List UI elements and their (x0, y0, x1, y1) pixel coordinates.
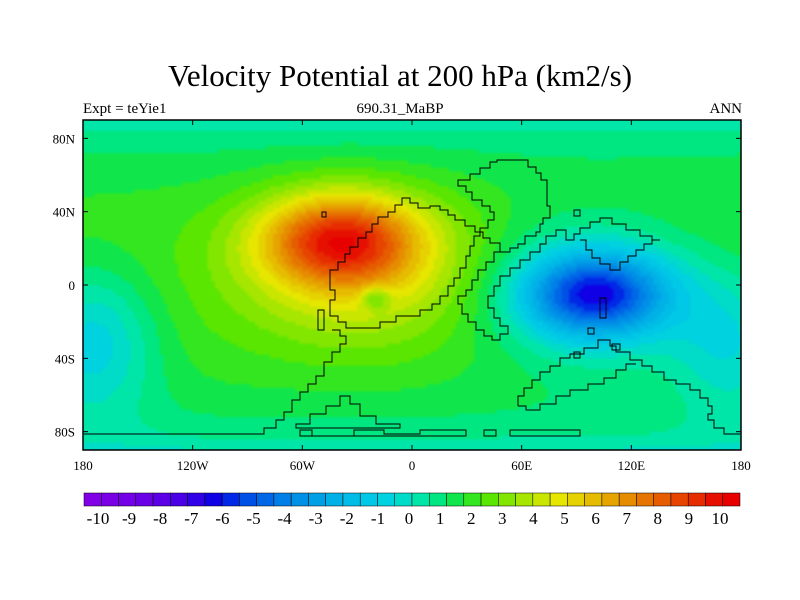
colorbar-label: -4 (278, 509, 293, 528)
colorbar-box (101, 492, 119, 507)
colorbar-box (515, 492, 534, 507)
coastline-maritime (573, 297, 621, 359)
colorbar-label: 1 (436, 509, 445, 528)
colorbar-label: 0 (405, 509, 414, 528)
colorbar-box (377, 492, 395, 507)
colorbar-box (325, 492, 344, 507)
colorbar-label: -7 (184, 509, 199, 528)
colorbar-box (290, 492, 309, 507)
colorbar-label: -10 (87, 509, 110, 528)
x-tick-label: 0 (409, 458, 416, 473)
colorbar-box (549, 492, 568, 507)
colorbar-box (273, 492, 292, 507)
colorbar-box (135, 492, 154, 507)
colorbar-label: -5 (246, 509, 260, 528)
colorbar-box (653, 492, 672, 507)
coastline-americas (321, 159, 551, 329)
colorbar-box (584, 492, 603, 507)
x-tick-label: 60E (511, 458, 532, 473)
colorbar-box (221, 492, 240, 507)
colorbar-box (256, 492, 275, 507)
colorbar-label: -9 (122, 509, 136, 528)
colorbar-label: 5 (560, 509, 569, 528)
colorbar-label: 4 (529, 509, 538, 528)
x-tick-label: 120E (618, 458, 646, 473)
experiment-label: Expt = teYie1 (83, 101, 167, 117)
colorbar-box (170, 492, 188, 507)
plot-title: Velocity Potential at 200 hPa (km2/s) (167, 58, 633, 93)
x-tick-label: 120W (177, 458, 210, 473)
season-label: ANN (709, 101, 743, 117)
colorbar-box (411, 492, 430, 507)
colorbar-box (722, 492, 741, 507)
x-tick-label: 180 (731, 458, 751, 473)
colorbar-box (463, 492, 482, 507)
colorbar-box (687, 492, 706, 507)
colorbar-box (239, 492, 257, 507)
colorbar-box (670, 492, 689, 507)
colorbar-label: -2 (340, 509, 354, 528)
colorbar-label: 9 (685, 509, 694, 528)
colorbar-label: -3 (309, 509, 323, 528)
coastline-europe-africa (457, 217, 660, 341)
colorbar-box (498, 492, 516, 507)
y-tick-label: 80S (55, 425, 75, 440)
colorbar-box (342, 492, 361, 507)
x-axis-ticks: 180 120W 60W 0 60E 120E 180 (73, 120, 751, 473)
velocity-potential-field (83, 120, 741, 450)
coastline-antarctica (295, 395, 581, 437)
colorbar-box (204, 492, 223, 507)
colorbar-label: -6 (215, 509, 229, 528)
coastline-australia (517, 339, 740, 435)
coastline-asia (573, 209, 653, 271)
colorbar-box (446, 492, 465, 507)
coastline-africa-south (518, 363, 636, 411)
colorbar-box (118, 492, 137, 507)
colorbar-label: 6 (591, 509, 600, 528)
colorbar-label: 8 (654, 509, 663, 528)
colorbar-box (636, 492, 654, 507)
colorbar-box (359, 492, 378, 507)
colorbar-box (601, 492, 620, 507)
colorbar-box (187, 492, 206, 507)
contour-field (83, 120, 741, 450)
y-tick-label: 40S (55, 351, 75, 366)
x-tick-label: 180 (73, 458, 93, 473)
colorbar: -10 -9 -8 -7 -6 -5 -4 -3 -2 -1 0 1 2 3 4 5 6 7 8 9 10 (83, 492, 741, 528)
colorbar-label: 3 (498, 509, 507, 528)
colorbar-box (83, 492, 102, 507)
y-tick-label: 0 (69, 278, 76, 293)
colorbar-label: 10 (712, 509, 729, 528)
coastlines (84, 159, 740, 437)
colorbar-box (532, 492, 551, 507)
colorbar-box (394, 492, 413, 507)
time-label: 690.31_MaBP (356, 101, 444, 117)
colorbar-label: -8 (153, 509, 167, 528)
colorbar-box (429, 492, 447, 507)
y-tick-label: 40N (53, 205, 76, 220)
colorbar-box (618, 492, 637, 507)
coastline-south-america (84, 309, 347, 435)
colorbar-box (152, 492, 171, 507)
colorbar-box (480, 492, 499, 507)
colorbar-label: 7 (622, 509, 631, 528)
colorbar-label: -1 (371, 509, 385, 528)
x-tick-label: 60W (290, 458, 316, 473)
colorbar-box (308, 492, 326, 507)
colorbar-box (567, 492, 585, 507)
colorbar-box (705, 492, 723, 507)
colorbar-label: 2 (467, 509, 476, 528)
y-tick-label: 80N (53, 131, 76, 146)
y-axis-ticks: 80N 40N 0 40S 80S (53, 131, 741, 440)
